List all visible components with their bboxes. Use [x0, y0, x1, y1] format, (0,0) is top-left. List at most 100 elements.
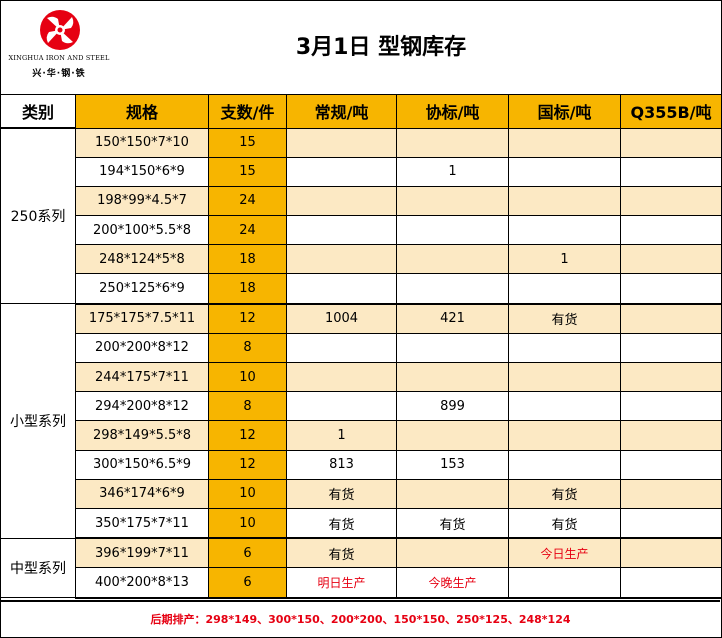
- q355b-cell: [620, 391, 722, 422]
- count-cell: 6: [208, 567, 287, 599]
- page-title: 3月1日 型钢库存: [295, 35, 467, 60]
- production-schedule-note: 后期排产：298*149、300*150、200*200、150*150、250…: [1, 600, 720, 638]
- assoc-cell: [396, 185, 509, 217]
- q355b-cell: [620, 478, 722, 509]
- header-q355b: Q355B/吨: [620, 94, 722, 129]
- q355b-cell: [620, 215, 722, 246]
- regular-cell: [286, 185, 397, 217]
- header-count: 支数/件: [208, 94, 287, 129]
- count-cell: 12: [208, 303, 287, 334]
- assoc-cell: [396, 215, 509, 246]
- regular-cell: 1: [286, 420, 397, 451]
- assoc-cell: [396, 127, 509, 158]
- regular-cell: [286, 361, 397, 393]
- assoc-cell: 899: [396, 391, 509, 422]
- assoc-cell: [396, 332, 509, 364]
- regular-cell: 813: [286, 449, 397, 480]
- count-cell: 15: [208, 156, 287, 187]
- count-cell: 18: [208, 244, 287, 275]
- table-row: 400*200*8*13 6 明日生产 今晚生产: [1, 567, 722, 599]
- header-regular: 常规/吨: [286, 94, 397, 129]
- count-cell: 18: [208, 273, 287, 305]
- header-national: 国标/吨: [508, 94, 621, 129]
- table-row: 350*175*7*11 10 有货 有货 有货: [1, 507, 722, 540]
- assoc-cell: 1: [396, 156, 509, 187]
- table-row: 298*149*5.5*8 12 1: [1, 420, 722, 451]
- spec-cell: 194*150*6*9: [75, 156, 209, 187]
- national-cell: [508, 185, 621, 217]
- spec-cell: 350*175*7*11: [75, 507, 209, 540]
- national-cell: [508, 127, 621, 158]
- count-cell: 24: [208, 215, 287, 246]
- spec-cell: 250*125*6*9: [75, 273, 209, 305]
- national-cell: [508, 420, 621, 451]
- q355b-cell: [620, 420, 722, 451]
- table-row: 194*150*6*9 15 1: [1, 156, 722, 187]
- spec-cell: 294*200*8*12: [75, 391, 209, 422]
- regular-cell: [286, 156, 397, 187]
- spec-cell: 244*175*7*11: [75, 361, 209, 393]
- spec-cell: 150*150*7*10: [75, 127, 209, 158]
- table-row: 346*174*6*9 10 有货 有货: [1, 478, 722, 509]
- count-cell: 10: [208, 361, 287, 393]
- regular-cell: [286, 244, 397, 275]
- table-row: 250系列 150*150*7*10 15: [0, 127, 722, 305]
- regular-cell: 有货: [286, 507, 397, 540]
- q355b-cell: [620, 185, 722, 217]
- regular-cell: 明日生产: [286, 567, 397, 599]
- table-row: 294*200*8*12 8 899: [1, 391, 722, 422]
- q355b-cell: [620, 332, 722, 364]
- national-cell: 有货: [508, 507, 621, 540]
- company-logo: XINGHUA IRON AND STEEL 兴·华·钢·铁: [7, 9, 111, 87]
- regular-cell: [286, 391, 397, 422]
- national-cell: 有货: [508, 478, 621, 509]
- category-cell: 小型系列: [0, 303, 76, 539]
- table-row: 198*99*4.5*7 24: [1, 185, 722, 217]
- table-row: 200*100*5.5*8 24: [1, 215, 722, 246]
- logo-mark-icon: [40, 10, 80, 50]
- spec-cell: 175*175*7.5*11: [75, 303, 209, 334]
- regular-cell: [286, 273, 397, 305]
- spec-cell: 200*200*8*12: [75, 332, 209, 364]
- count-cell: 24: [208, 185, 287, 217]
- national-cell: [508, 449, 621, 480]
- national-cell: 今日生产: [508, 537, 621, 569]
- q355b-cell: [620, 273, 722, 305]
- national-cell: [508, 391, 621, 422]
- count-cell: 8: [208, 391, 287, 422]
- q355b-cell: [620, 303, 722, 334]
- header-assoc: 协标/吨: [396, 94, 509, 129]
- spec-cell: 248*124*5*8: [75, 244, 209, 275]
- spec-cell: 298*149*5.5*8: [75, 420, 209, 451]
- assoc-cell: 153: [396, 449, 509, 480]
- q355b-cell: [620, 537, 722, 569]
- header-spec: 规格: [75, 94, 209, 129]
- q355b-cell: [620, 507, 722, 540]
- assoc-cell: 今晚生产: [396, 567, 509, 599]
- inventory-table: 类别 规格 支数/件 常规/吨 协标/吨 国标/吨 Q355B/吨 250系列 1…: [0, 94, 722, 599]
- regular-cell: 有货: [286, 537, 397, 569]
- table-row: 244*175*7*11 10: [1, 361, 722, 393]
- assoc-cell: 有货: [396, 507, 509, 540]
- spec-cell: 396*199*7*11: [75, 537, 209, 569]
- national-cell: [508, 273, 621, 305]
- national-cell: [508, 332, 621, 364]
- count-cell: 6: [208, 537, 287, 569]
- category-cell: 250系列: [0, 127, 76, 305]
- table-row: 中型系列 396*199*7*11 6 有货 今日生产: [0, 537, 722, 599]
- sheet-header: XINGHUA IRON AND STEEL 兴·华·钢·铁 3月1日 型钢库存: [1, 1, 720, 94]
- spec-cell: 200*100*5.5*8: [75, 215, 209, 246]
- spec-cell: 400*200*8*13: [75, 567, 209, 599]
- assoc-cell: [396, 478, 509, 509]
- logo-english-text: XINGHUA IRON AND STEEL: [8, 54, 110, 62]
- count-cell: 12: [208, 449, 287, 480]
- assoc-cell: [396, 537, 509, 569]
- table-row: 248*124*5*8 18 1: [1, 244, 722, 275]
- regular-cell: [286, 215, 397, 246]
- table-header-row: 类别 规格 支数/件 常规/吨 协标/吨 国标/吨 Q355B/吨: [0, 94, 722, 129]
- table-row: 小型系列 175*175*7.5*11 12 1004 421 有货: [0, 303, 722, 539]
- national-cell: [508, 361, 621, 393]
- q355b-cell: [620, 449, 722, 480]
- q355b-cell: [620, 361, 722, 393]
- count-cell: 10: [208, 507, 287, 540]
